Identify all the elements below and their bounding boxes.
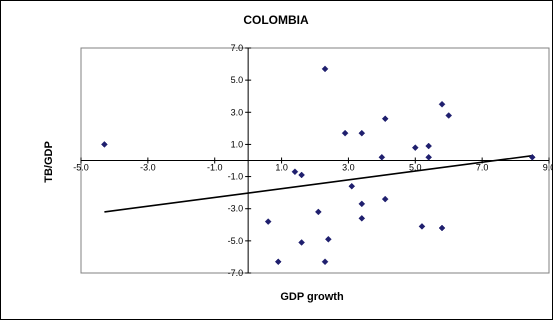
data-point [418,223,426,230]
chart-title: COLOMBIA [243,13,309,27]
x-tick-label: 1.0 [275,163,288,173]
data-point [358,129,366,137]
x-tick-label: -5.0 [73,163,89,173]
data-point [378,153,386,161]
data-point [425,142,433,150]
data-point [298,239,305,246]
y-tick-label: 1.0 [231,139,244,149]
x-tick-label: 9.0 [543,163,553,173]
data-point [445,112,453,119]
data-point [321,258,329,266]
x-tick-label: 3.0 [342,163,355,173]
data-point [358,215,366,222]
y-tick-label: 3.0 [231,107,244,117]
data-point [101,141,108,148]
data-points [101,65,536,266]
data-point [438,224,446,232]
data-point [358,200,366,208]
data-point [411,144,419,151]
x-tick-label: 7.0 [476,163,489,173]
tick-labels: -5.0 -3.0 -1.0 1.0 3.0 5.0 7.0 9.0 7.0 5.0 3.0 1.0 -… [73,43,553,278]
data-point [425,153,433,161]
trendline-layer [104,154,533,213]
data-point [274,258,282,266]
data-point [381,115,389,123]
data-point [321,65,329,73]
data-point [341,129,349,137]
data-point [325,235,332,243]
data-point [381,195,389,203]
data-point [314,208,322,216]
y-axis-label: TB/GDP [43,141,55,183]
trend-line [104,154,533,213]
data-point [291,168,299,176]
x-tick-label: 5.0 [409,163,422,173]
data-point [264,218,272,225]
x-axis-label: GDP growth [280,291,344,303]
y-tick-label: -5.0 [228,236,244,246]
data-point [298,171,305,179]
y-tick-label: -1.0 [228,172,244,182]
axes [80,47,550,274]
data-point [348,182,356,190]
data-point [438,100,446,108]
data-point [528,153,536,161]
x-tick-label: -1.0 [207,163,223,173]
y-tick-label: 5.0 [231,75,244,85]
y-tick-label: -3.0 [228,204,244,214]
x-tick-label: -3.0 [140,163,156,173]
y-tick-label: 7.0 [231,43,244,53]
y-tick-label: -7.0 [228,268,244,278]
